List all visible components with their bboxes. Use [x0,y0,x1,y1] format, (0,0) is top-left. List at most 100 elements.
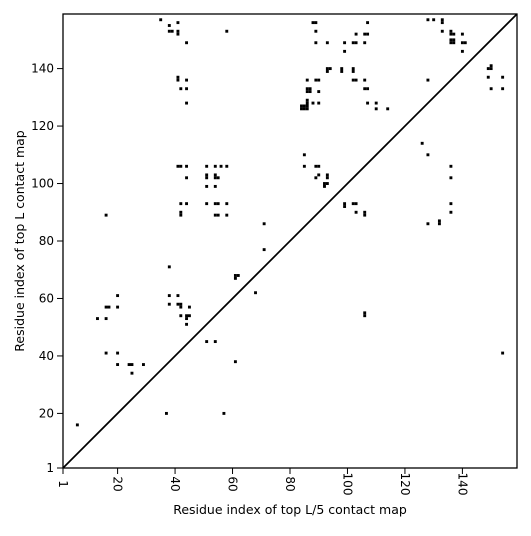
contact-point [205,340,209,344]
contact-point [420,141,424,145]
contact-point [366,21,370,25]
contact-point [170,29,174,33]
contact-point [176,164,180,168]
contact-point [205,173,209,177]
y-tick-label: 140 [31,62,54,76]
contact-point [185,78,189,82]
contact-point [205,164,209,168]
contact-point [179,87,183,91]
contact-point [225,202,229,206]
contact-point [311,21,315,25]
contact-point [354,41,358,45]
contact-point [262,248,266,252]
contact-point [343,202,347,206]
contact-point [262,222,266,226]
contact-point [325,182,329,185]
contact-point [325,176,329,180]
x-tick-label: 1 [56,480,70,488]
contact-point [354,32,358,36]
contact-point [176,32,180,36]
contact-point [179,210,183,214]
contact-point [449,38,453,42]
contact-point [363,210,367,214]
contact-point [426,78,430,82]
contact-points [75,18,505,427]
contact-point [311,101,315,105]
contact-point [486,67,490,71]
contact-point [363,32,367,36]
contact-point [314,176,318,180]
contact-point [185,87,189,91]
contact-point [176,21,180,25]
diagonal-line [62,13,518,469]
contact-point [233,360,237,364]
contact-point [179,213,183,217]
contact-point [205,184,209,188]
contact-point [449,202,453,206]
contact-point [460,49,464,53]
contact-point [219,164,223,168]
contact-point [104,305,108,309]
contact-point [317,173,321,177]
contact-point [185,317,189,321]
contact-point [254,291,257,295]
contact-point [314,41,318,45]
contact-point [300,107,303,111]
contact-point [374,101,378,105]
contact-point [314,29,318,33]
contact-point [374,107,378,111]
contact-point [185,101,189,105]
contact-point [351,41,355,45]
contact-point [116,351,120,355]
contact-point [386,107,390,111]
contact-point [213,173,217,177]
contact-point [463,41,467,45]
contact-point [213,202,217,206]
contact-point [426,18,430,22]
contact-point [213,176,217,180]
contact-point [187,314,191,318]
contact-point [325,173,329,177]
contact-point [187,305,191,309]
contact-point [325,67,329,71]
contact-point [452,41,456,45]
contact-point [167,24,171,27]
contact-point [351,78,355,82]
x-axis: 1 20 40 60 80 100 120 140 [56,468,469,495]
contact-point [213,164,217,168]
contact-point [179,302,183,306]
contact-point [317,90,321,94]
contact-point [233,276,237,280]
contact-point [205,202,209,206]
contact-point [305,78,309,82]
contact-point [351,70,355,73]
contact-point [363,311,367,315]
contact-point [323,184,326,188]
contact-point [486,75,490,79]
contact-point [314,164,318,168]
contact-point [325,41,329,45]
contact-point [185,176,189,180]
contact-point [501,351,505,355]
contact-point [340,67,344,71]
contact-point [185,202,189,206]
x-tick-label: 140 [455,473,469,496]
y-tick-label: 80 [39,234,54,248]
y-tick-label: 100 [31,177,54,191]
contact-point [452,32,456,36]
contact-point [176,294,180,298]
contact-point [437,222,441,226]
contact-point [75,423,79,427]
contact-point [116,294,120,298]
contact-point [179,202,183,206]
contact-point [501,87,505,91]
contact-point [460,41,464,45]
contact-point [452,38,456,42]
contact-point [426,153,430,157]
contact-point [440,18,444,22]
contact-point [233,274,237,277]
contact-point [302,164,306,168]
contact-point [351,67,355,71]
contact-point [213,184,217,188]
contact-point [366,32,370,36]
